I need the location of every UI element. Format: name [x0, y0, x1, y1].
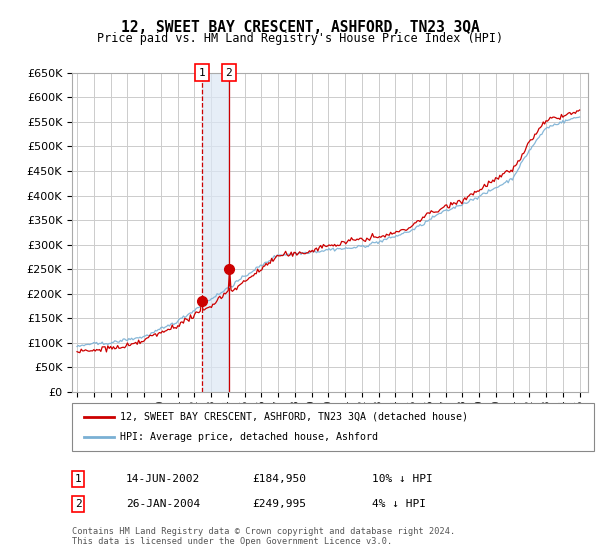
Text: £184,950: £184,950: [252, 474, 306, 484]
Text: 12, SWEET BAY CRESCENT, ASHFORD, TN23 3QA: 12, SWEET BAY CRESCENT, ASHFORD, TN23 3Q…: [121, 20, 479, 35]
Text: 10% ↓ HPI: 10% ↓ HPI: [372, 474, 433, 484]
Bar: [202, 73, 229, 392]
Text: 1: 1: [74, 474, 82, 484]
Text: 12, SWEET BAY CRESCENT, ASHFORD, TN23 3QA (detached house): 12, SWEET BAY CRESCENT, ASHFORD, TN23 3Q…: [120, 412, 468, 422]
Text: 14-JUN-2002: 14-JUN-2002: [126, 474, 200, 484]
Text: 1: 1: [199, 68, 205, 78]
Text: £249,995: £249,995: [252, 499, 306, 509]
Text: HPI: Average price, detached house, Ashford: HPI: Average price, detached house, Ashf…: [120, 432, 378, 442]
Text: 2: 2: [74, 499, 82, 509]
Text: Price paid vs. HM Land Registry's House Price Index (HPI): Price paid vs. HM Land Registry's House …: [97, 32, 503, 45]
Text: 4% ↓ HPI: 4% ↓ HPI: [372, 499, 426, 509]
Text: 2: 2: [226, 68, 232, 78]
Text: Contains HM Land Registry data © Crown copyright and database right 2024.
This d: Contains HM Land Registry data © Crown c…: [72, 526, 455, 546]
Text: 26-JAN-2004: 26-JAN-2004: [126, 499, 200, 509]
